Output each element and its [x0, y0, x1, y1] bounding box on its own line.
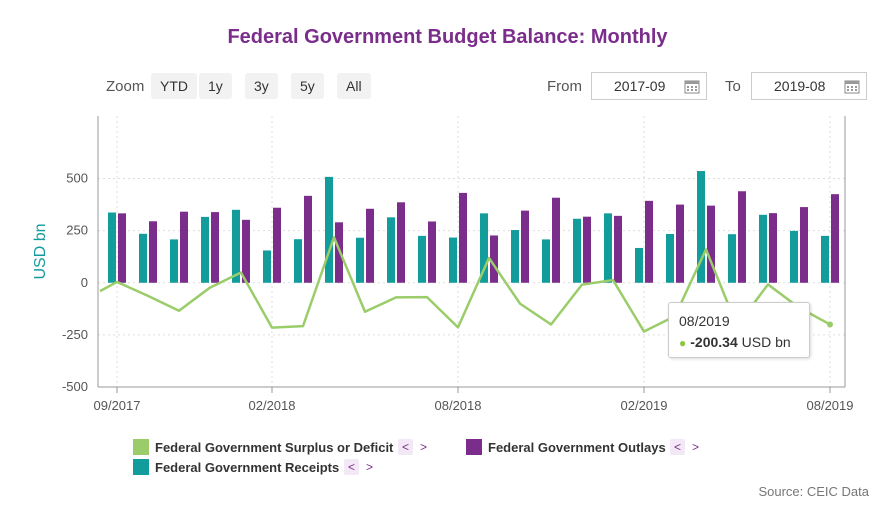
bar-outlays [118, 213, 126, 283]
legend-label-surplus: Federal Government Surplus or Deficit [155, 440, 394, 455]
calendar-icon[interactable] [844, 78, 860, 94]
bar-receipts [480, 213, 488, 283]
y-tick-label: 500 [66, 171, 88, 186]
bar-receipts [790, 230, 798, 283]
bar-receipts [232, 209, 240, 283]
series-line-surplus [99, 236, 831, 333]
legend-item-outlays[interactable]: Federal Government Outlays [466, 439, 666, 455]
tooltip-date: 08/2019 [679, 313, 730, 329]
y-tick-label: -500 [62, 379, 88, 394]
bar-outlays [428, 221, 436, 283]
bar-outlays [366, 208, 374, 283]
bar-receipts [635, 247, 643, 283]
legend-item-surplus[interactable]: Federal Government Surplus or Deficit [133, 439, 393, 455]
source-note: Source: CEIC Data [758, 484, 869, 499]
bar-receipts [542, 239, 550, 283]
bar-outlays [521, 210, 529, 283]
to-label: To [725, 78, 741, 95]
tooltip-value: -200.34 [690, 334, 738, 350]
bar-receipts [263, 250, 271, 283]
bar-receipts [666, 233, 674, 283]
y-tick-label: 0 [81, 275, 88, 290]
chart-title: Federal Government Budget Balance: Month… [227, 26, 668, 48]
bar-outlays [242, 219, 250, 283]
bar-outlays [490, 235, 498, 283]
from-label: From [547, 78, 582, 95]
bar-outlays [738, 191, 746, 283]
zoom-ytd-button[interactable]: YTD [151, 73, 197, 99]
bar-receipts [201, 216, 209, 283]
bar-outlays [707, 205, 715, 283]
zoom-all-button[interactable]: All [337, 73, 371, 99]
tooltip-unit: USD bn [741, 334, 791, 350]
x-tick-label: 08/2019 [807, 398, 854, 413]
legend-label-outlays: Federal Government Outlays [488, 440, 666, 455]
legend-swatch-receipts [133, 459, 149, 475]
from-date-input[interactable]: 2017-09 [591, 72, 707, 100]
point-surplus-highlight [827, 321, 833, 328]
x-tick-label: 08/2018 [435, 398, 482, 413]
x-tick-label: 09/2017 [94, 398, 141, 413]
bar-outlays [552, 197, 560, 283]
bar-receipts [697, 171, 705, 283]
bar-outlays [769, 213, 777, 283]
bar-receipts [294, 239, 302, 283]
bar-receipts [418, 235, 426, 283]
bar-receipts [759, 214, 767, 283]
zoom-5y-button[interactable]: 5y [291, 73, 324, 99]
y-tick-label: 250 [66, 223, 88, 238]
calendar-icon[interactable] [684, 78, 700, 94]
bar-receipts [821, 235, 829, 283]
bar-receipts [139, 233, 147, 283]
legend-item-receipts[interactable]: Federal Government Receipts [133, 459, 339, 475]
to-date-input[interactable]: 2019-08 [751, 72, 867, 100]
bar-receipts [573, 218, 581, 283]
bar-outlays [645, 200, 653, 283]
to-date-value: 2019-08 [774, 78, 826, 94]
bar-receipts [356, 237, 364, 283]
bar-outlays [273, 207, 281, 283]
legend-surplus-next-button[interactable]: > [420, 440, 428, 454]
bar-outlays [676, 204, 684, 283]
zoom-1y-button[interactable]: 1y [199, 73, 232, 99]
bar-outlays [583, 216, 591, 283]
legend-receipts-next-button[interactable]: > [366, 460, 374, 474]
bar-receipts [449, 237, 457, 283]
legend-label-receipts: Federal Government Receipts [155, 460, 340, 475]
legend-receipts-prev-button[interactable]: < [344, 459, 360, 475]
legend-surplus-prev-button[interactable]: < [398, 439, 414, 455]
bar-outlays [211, 212, 219, 283]
from-date-value: 2017-09 [614, 78, 666, 94]
zoom-3y-button[interactable]: 3y [245, 73, 278, 99]
bar-receipts [387, 217, 395, 283]
y-tick-label: -250 [62, 327, 88, 342]
bar-receipts [108, 212, 116, 283]
bar-outlays [614, 215, 622, 283]
legend-swatch-outlays [466, 439, 482, 455]
bar-outlays [304, 195, 312, 283]
bar-outlays [180, 211, 188, 283]
bar-receipts [325, 176, 333, 283]
zoom-label: Zoom [106, 78, 145, 95]
legend-outlays-next-button[interactable]: > [692, 440, 700, 454]
tooltip-value-row: ● -200.34 USD bn [679, 334, 791, 350]
tooltip-dot-icon: ● [679, 336, 687, 350]
bar-outlays [831, 194, 839, 283]
bar-receipts [728, 234, 736, 283]
legend-swatch-surplus [133, 439, 149, 455]
legend-outlays-prev-button[interactable]: < [670, 439, 686, 455]
bar-outlays [149, 221, 157, 283]
data-tooltip: 08/2019 ● -200.34 USD bn [668, 302, 810, 358]
bar-receipts [511, 230, 519, 283]
bar-receipts [604, 213, 612, 283]
bar-outlays [800, 207, 808, 283]
x-tick-label: 02/2018 [249, 398, 296, 413]
y-axis-title: USD bn [32, 223, 49, 279]
bar-outlays [459, 192, 467, 283]
bar-receipts [170, 239, 178, 283]
bar-outlays [397, 202, 405, 283]
x-tick-label: 02/2019 [621, 398, 668, 413]
